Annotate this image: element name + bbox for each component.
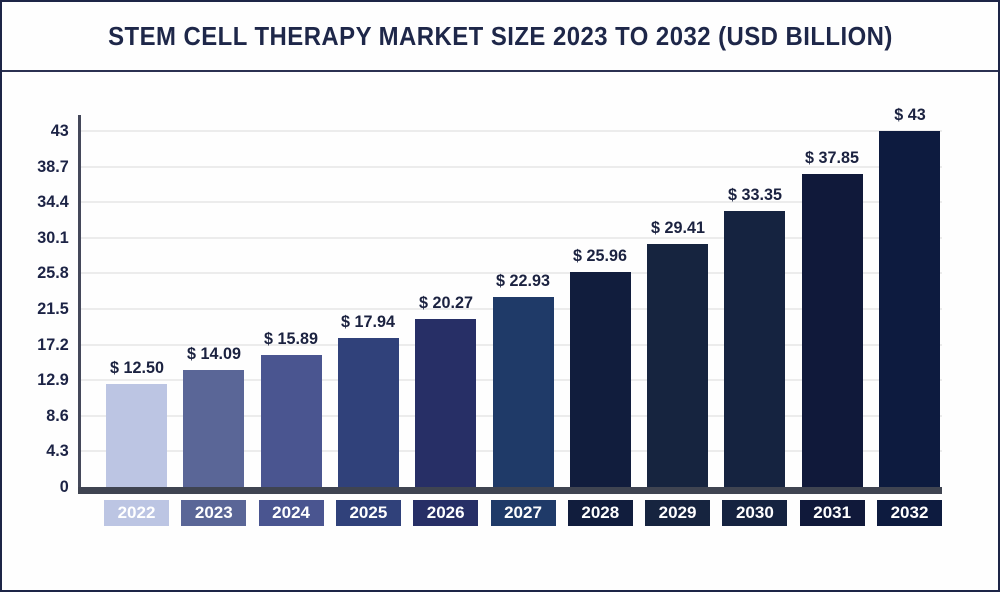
chart-title: STEM CELL THERAPY MARKET SIZE 2023 TO 20… bbox=[107, 20, 893, 51]
x-axis-label-2027: 2027 bbox=[490, 500, 556, 526]
x-axis-label-2022: 2022 bbox=[104, 500, 169, 526]
bar-value-label: $ 14.09 bbox=[186, 344, 241, 364]
y-axis-tick-label: 25.8 bbox=[37, 263, 69, 283]
bar-chart: 0 4.3 8.6 12.9 17.2 21.5 25.8 30.1 34.4 38.7 43 $ 1… bbox=[2, 72, 998, 590]
bar-2025 bbox=[337, 338, 399, 487]
bar-2030 bbox=[724, 210, 786, 487]
y-axis-tick-label: 0 bbox=[59, 477, 69, 496]
bar-2028 bbox=[569, 272, 631, 487]
x-axis-line bbox=[78, 487, 942, 494]
y-axis-tick-label: 4.3 bbox=[46, 441, 69, 461]
y-axis-line bbox=[78, 115, 81, 494]
x-axis-label-2031: 2031 bbox=[799, 500, 865, 526]
bar-value-label: $ 15.89 bbox=[264, 329, 319, 349]
bar-2023 bbox=[183, 370, 245, 487]
bar-value-label: $ 25.96 bbox=[573, 246, 628, 266]
bar-value-label: $ 12.50 bbox=[109, 357, 164, 377]
bar-value-label: $ 22.93 bbox=[496, 271, 550, 291]
gridline bbox=[81, 236, 942, 239]
bar-2031 bbox=[801, 173, 863, 487]
y-axis-tick-label: 38.7 bbox=[37, 156, 69, 176]
bar-2027 bbox=[492, 297, 554, 487]
bar-value-label: $ 17.94 bbox=[341, 312, 396, 332]
x-axis-label-2025: 2025 bbox=[335, 500, 401, 526]
bar-2032 bbox=[879, 131, 940, 487]
gridline bbox=[81, 201, 942, 204]
bar-value-label: $ 20.27 bbox=[418, 293, 473, 313]
y-axis-tick-label: 21.5 bbox=[37, 299, 69, 318]
bar-value-label: $ 29.41 bbox=[650, 217, 705, 237]
gridline bbox=[81, 165, 942, 168]
y-axis-tick-label: 30.1 bbox=[37, 227, 69, 247]
x-axis-label-2024: 2024 bbox=[258, 500, 324, 526]
y-axis-tick-label: 12.9 bbox=[37, 370, 69, 390]
x-axis-label-2032: 2032 bbox=[877, 500, 942, 526]
bar-2029 bbox=[647, 243, 709, 487]
bar-2024 bbox=[260, 355, 322, 487]
bar-value-label: $ 33.35 bbox=[727, 184, 782, 204]
x-axis-label-2028: 2028 bbox=[567, 500, 633, 526]
y-axis-tick-label: 17.2 bbox=[37, 334, 69, 354]
y-axis-tick-label: 34.4 bbox=[37, 192, 69, 212]
chart-title-bar: STEM CELL THERAPY MARKET SIZE 2023 TO 20… bbox=[2, 2, 998, 72]
x-axis-label-2029: 2029 bbox=[645, 500, 711, 526]
y-axis-tick-label: 8.6 bbox=[46, 405, 69, 425]
gridline bbox=[81, 272, 942, 275]
x-axis-label-2023: 2023 bbox=[181, 500, 247, 526]
bar-value-label: $ 43 bbox=[893, 105, 926, 124]
x-axis-label-2030: 2030 bbox=[722, 500, 788, 526]
bar-value-label: $ 37.85 bbox=[805, 147, 860, 167]
bar-2022 bbox=[106, 383, 167, 487]
x-axis-label-2026: 2026 bbox=[413, 500, 479, 526]
y-axis-tick-label: 43 bbox=[50, 121, 69, 140]
gridline bbox=[81, 130, 942, 132]
bar-2026 bbox=[415, 319, 477, 487]
